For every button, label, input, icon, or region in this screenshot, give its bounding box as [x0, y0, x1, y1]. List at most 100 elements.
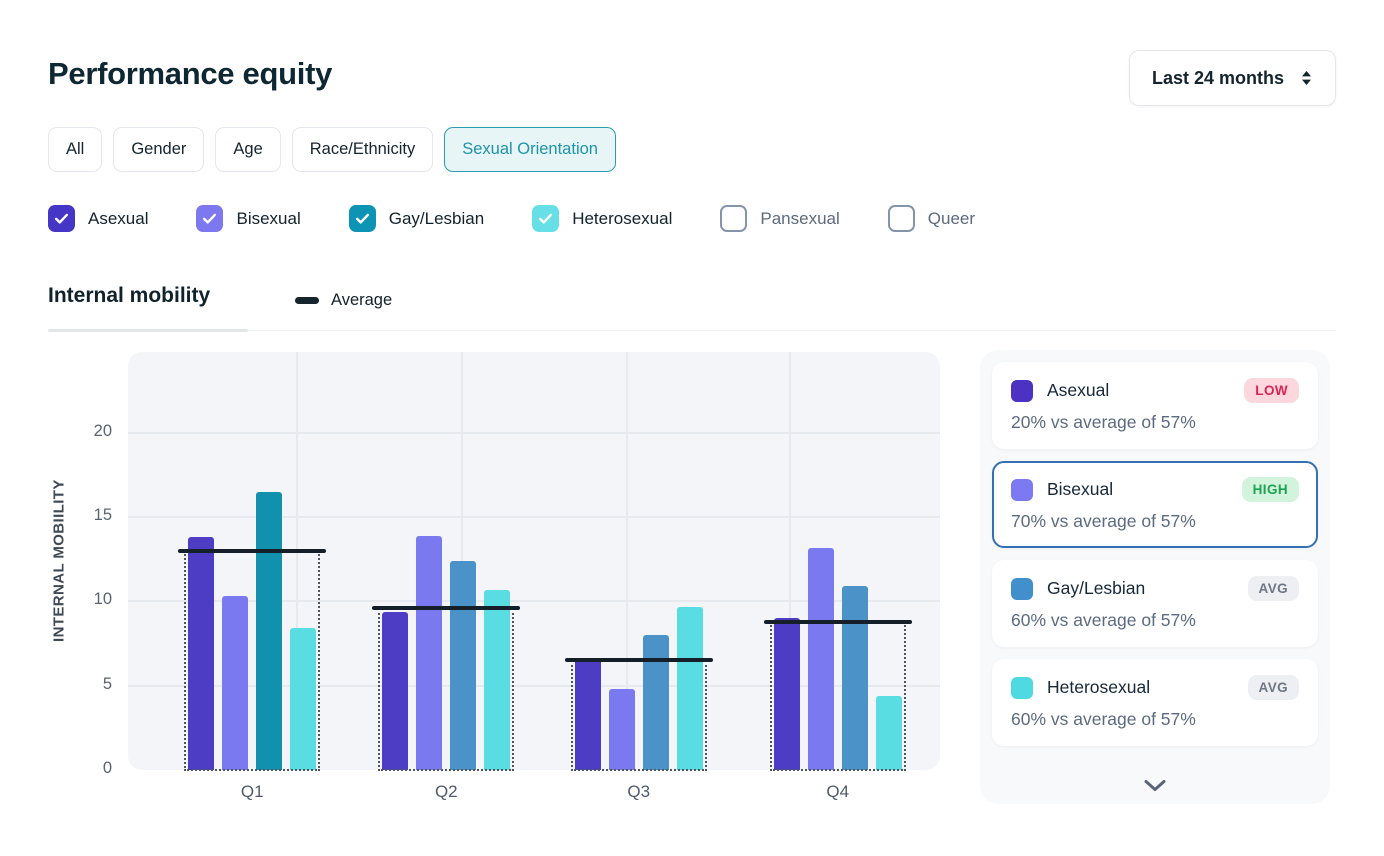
checkbox-checked-icon: [196, 205, 224, 232]
bar-heterosexual-q3[interactable]: [676, 606, 703, 770]
gridline-horizontal: [128, 431, 940, 434]
average-range-box: [570, 660, 707, 771]
filter-tab-sexual-orientation[interactable]: Sexual Orientation: [444, 127, 616, 172]
bar-asexual-q3[interactable]: [574, 658, 601, 770]
bar-group-q1[interactable]: [178, 352, 327, 771]
legend-checkbox-queer[interactable]: Queer: [887, 205, 976, 232]
average-line: [564, 658, 713, 663]
bar-asexual-q1[interactable]: [188, 537, 215, 770]
summary-card-bisexual[interactable]: Bisexual HIGH 70% vs average of 57%: [992, 461, 1318, 548]
summary-card-asexual[interactable]: Asexual LOW 20% vs average of 57%: [992, 362, 1318, 449]
checkbox-unchecked: [720, 205, 748, 232]
checkbox-label: Bisexual: [236, 208, 301, 228]
bar-heterosexual-q4[interactable]: [875, 695, 902, 770]
summary-card-name: Heterosexual: [1047, 677, 1151, 697]
period-select-value: Last 24 months: [1151, 67, 1284, 88]
legend-checkbox-gay-lesbian[interactable]: Gay/Lesbian: [348, 205, 485, 232]
filter-tab-label: Gender: [131, 140, 187, 158]
status-badge: HIGH: [1241, 477, 1299, 502]
plot-area: [128, 352, 940, 771]
checkbox-label: Queer: [927, 208, 976, 228]
gridline-horizontal: [128, 684, 940, 687]
checkbox-label: Gay/Lesbian: [388, 208, 485, 228]
legend-checkbox-asexual[interactable]: Asexual: [48, 205, 148, 232]
checkbox-checked-icon: [532, 205, 560, 232]
filter-tab-all[interactable]: All: [48, 127, 103, 172]
section-divider-accent: [48, 329, 248, 332]
series-swatch: [1011, 478, 1033, 501]
gridline-vertical: [295, 352, 298, 770]
bar-bisexual-q2[interactable]: [416, 535, 443, 770]
bars-q3: [574, 352, 703, 770]
average-range-box: [184, 550, 321, 771]
y-axis-tick: 10: [93, 590, 112, 609]
checkbox-label: Pansexual: [760, 208, 840, 228]
chevron-down-icon: [1143, 779, 1167, 792]
average-line: [763, 619, 912, 624]
y-axis-tick: 5: [102, 674, 112, 693]
summary-cards: Asexual LOW 20% vs average of 57% Bisexu…: [992, 362, 1318, 746]
filter-tab-gender[interactable]: Gender: [113, 127, 205, 172]
average-line: [372, 606, 521, 611]
average-legend: Average: [295, 291, 392, 310]
filter-tab-label: All: [66, 140, 85, 158]
filter-tab-race-ethnicity[interactable]: Race/Ethnicity: [291, 127, 434, 172]
legend-checkboxes: Asexual Bisexual Gay/Lesbian Heterosexua…: [48, 205, 975, 232]
bar-bisexual-q1[interactable]: [222, 596, 249, 770]
checkbox-label: Heterosexual: [572, 208, 673, 228]
bar-gay-lesbian-q1[interactable]: [256, 491, 283, 770]
sort-arrows-icon: [1300, 68, 1313, 88]
y-axis-tick: 15: [93, 506, 112, 525]
status-badge: AVG: [1247, 675, 1299, 700]
summary-card-text: 20% vs average of 57%: [1011, 412, 1196, 432]
summary-panel: Asexual LOW 20% vs average of 57% Bisexu…: [980, 350, 1330, 804]
legend-checkbox-bisexual[interactable]: Bisexual: [196, 205, 301, 232]
expand-panel-button[interactable]: [1129, 773, 1181, 798]
average-dash-icon: [295, 297, 319, 304]
filter-tab-label: Sexual Orientation: [462, 140, 598, 158]
y-axis-label: INTERNAL MOBIILITY: [50, 479, 68, 643]
summary-card-gay-lesbian[interactable]: Gay/Lesbian AVG 60% vs average of 57%: [992, 560, 1318, 647]
bar-gay-lesbian-q2[interactable]: [450, 561, 477, 770]
bar-heterosexual-q1[interactable]: [290, 628, 317, 770]
average-line: [178, 548, 327, 553]
gridline-horizontal: [128, 600, 940, 603]
checkbox-checked-icon: [348, 205, 376, 232]
bar-group-q4[interactable]: [763, 352, 912, 771]
average-range-box: [378, 608, 515, 771]
bars-q1: [188, 352, 317, 770]
legend-checkbox-heterosexual[interactable]: Heterosexual: [532, 205, 672, 232]
status-badge: LOW: [1244, 378, 1299, 403]
legend-checkbox-pansexual[interactable]: Pansexual: [720, 205, 840, 232]
average-legend-label: Average: [331, 291, 393, 309]
bar-group-q3[interactable]: [564, 352, 713, 771]
summary-card-text: 60% vs average of 57%: [1011, 709, 1196, 729]
period-select[interactable]: Last 24 months: [1128, 50, 1336, 106]
filter-tab-age[interactable]: Age: [215, 127, 281, 172]
bar-group-q2[interactable]: [372, 352, 521, 771]
x-axis-label-q4: Q4: [826, 782, 850, 801]
bars-q4: [773, 352, 902, 770]
filter-tab-label: Race/Ethnicity: [309, 140, 416, 158]
bar-bisexual-q4[interactable]: [807, 547, 834, 770]
summary-card-text: 60% vs average of 57%: [1011, 610, 1196, 630]
bar-asexual-q2[interactable]: [382, 611, 409, 770]
status-badge: AVG: [1247, 576, 1299, 601]
bar-gay-lesbian-q3[interactable]: [642, 635, 669, 770]
y-axis-tick: 0: [102, 759, 112, 777]
bar-asexual-q4[interactable]: [773, 618, 800, 770]
summary-card-name: Gay/Lesbian: [1047, 578, 1146, 598]
summary-card-text: 70% vs average of 57%: [1011, 511, 1196, 531]
summary-card-heterosexual[interactable]: Heterosexual AVG 60% vs average of 57%: [992, 659, 1318, 746]
bar-gay-lesbian-q4[interactable]: [841, 586, 868, 770]
bars-q2: [382, 352, 511, 770]
x-axis-label-q3: Q3: [627, 782, 651, 801]
summary-card-name: Bisexual: [1047, 479, 1114, 499]
bar-bisexual-q3[interactable]: [608, 689, 635, 770]
x-axis-label-q1: Q1: [240, 782, 264, 801]
summary-card-name: Asexual: [1047, 380, 1110, 400]
checkbox-label: Asexual: [88, 208, 149, 228]
page-title: Performance equity: [48, 56, 333, 91]
average-range-box: [769, 621, 906, 771]
bar-heterosexual-q2[interactable]: [484, 589, 511, 770]
